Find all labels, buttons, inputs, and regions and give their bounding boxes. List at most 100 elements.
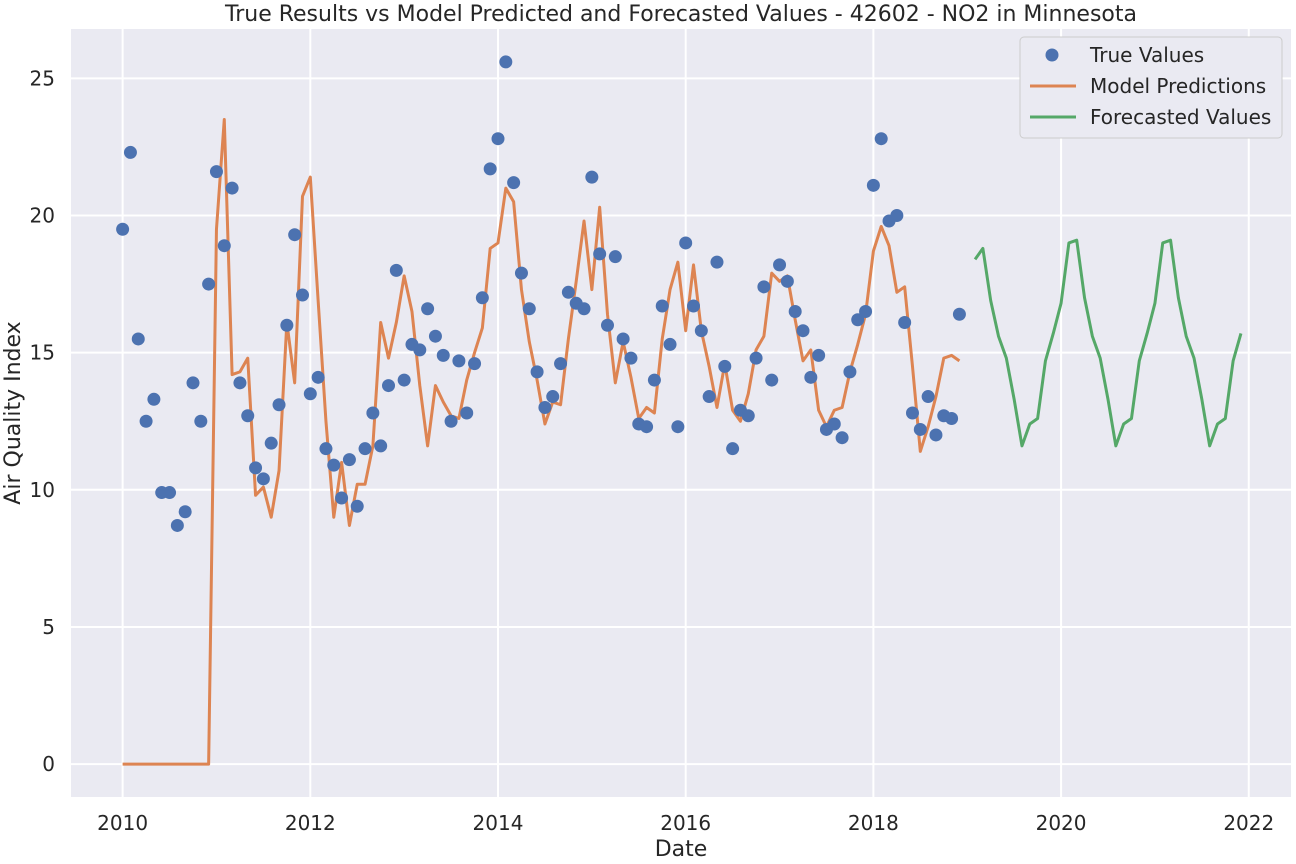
data-point bbox=[311, 370, 325, 384]
data-point bbox=[687, 299, 701, 313]
chart-title: True Results vs Model Predicted and Fore… bbox=[224, 2, 1137, 27]
data-point bbox=[773, 258, 787, 272]
data-point bbox=[366, 406, 380, 420]
data-point bbox=[209, 165, 223, 179]
data-point bbox=[241, 409, 255, 423]
legend-label-true-values: True Values bbox=[1089, 43, 1204, 67]
x-tick-label: 2020 bbox=[1036, 811, 1087, 835]
data-point bbox=[389, 263, 403, 277]
data-point bbox=[342, 453, 356, 467]
data-point bbox=[593, 247, 607, 261]
x-tick-label: 2016 bbox=[660, 811, 711, 835]
data-point bbox=[303, 387, 317, 401]
data-point bbox=[804, 370, 818, 384]
data-point bbox=[788, 305, 802, 319]
data-point bbox=[319, 442, 333, 456]
data-point bbox=[202, 277, 216, 291]
data-point bbox=[452, 354, 466, 368]
data-point bbox=[812, 348, 826, 362]
data-point bbox=[898, 315, 912, 329]
data-point bbox=[561, 285, 575, 299]
data-point bbox=[397, 373, 411, 387]
data-point bbox=[178, 505, 192, 519]
series-line-forecasted-values bbox=[973, 238, 1243, 448]
data-point bbox=[163, 486, 177, 500]
plot-background bbox=[71, 29, 1291, 797]
data-point bbox=[702, 390, 716, 404]
data-point bbox=[217, 239, 231, 253]
y-axis-label: Air Quality Index bbox=[1, 321, 26, 504]
data-point bbox=[538, 401, 552, 415]
data-point bbox=[295, 288, 309, 302]
data-point bbox=[765, 373, 779, 387]
data-point bbox=[139, 414, 153, 428]
data-point bbox=[436, 348, 450, 362]
y-tick-label: 10 bbox=[30, 478, 55, 502]
data-point bbox=[264, 436, 278, 450]
x-axis-label: Date bbox=[655, 837, 708, 862]
data-point bbox=[780, 274, 794, 288]
data-point bbox=[718, 359, 732, 373]
data-point bbox=[827, 417, 841, 431]
legend: True Values Model Predictions Forecasted… bbox=[1019, 36, 1283, 139]
data-point bbox=[616, 332, 630, 346]
data-point bbox=[116, 222, 130, 236]
data-point bbox=[327, 458, 341, 472]
data-point bbox=[952, 307, 966, 321]
data-point bbox=[491, 132, 505, 146]
legend-label-forecasted-values: Forecasted Values bbox=[1090, 105, 1271, 129]
data-point bbox=[374, 439, 388, 453]
series-line-model-predictions bbox=[122, 118, 961, 766]
data-point bbox=[460, 406, 474, 420]
data-point bbox=[350, 499, 364, 513]
data-point bbox=[921, 390, 935, 404]
y-tick-label: 15 bbox=[30, 341, 55, 365]
data-point bbox=[655, 299, 669, 313]
data-point bbox=[710, 255, 724, 269]
data-point bbox=[796, 324, 810, 338]
data-point bbox=[554, 357, 568, 371]
series-layer bbox=[116, 55, 1243, 766]
data-point bbox=[905, 406, 919, 420]
data-point bbox=[507, 176, 521, 190]
data-point bbox=[835, 431, 849, 445]
data-point bbox=[225, 181, 239, 195]
data-point bbox=[335, 491, 349, 505]
data-point bbox=[640, 420, 654, 434]
data-point bbox=[428, 329, 442, 343]
data-point bbox=[663, 337, 677, 351]
y-tick-label: 0 bbox=[42, 752, 55, 776]
data-point bbox=[600, 318, 614, 332]
data-point bbox=[741, 409, 755, 423]
data-point bbox=[499, 55, 513, 69]
legend-box bbox=[1019, 36, 1283, 139]
data-point bbox=[475, 291, 489, 305]
data-point bbox=[671, 420, 685, 434]
legend-label-model-predictions: Model Predictions bbox=[1090, 74, 1266, 98]
y-tick-label: 20 bbox=[30, 204, 55, 228]
data-point bbox=[757, 280, 771, 294]
data-point bbox=[123, 145, 137, 159]
data-point bbox=[726, 442, 740, 456]
legend-marker-true-values bbox=[1045, 48, 1059, 62]
data-point bbox=[249, 461, 263, 475]
data-point bbox=[170, 518, 184, 532]
data-point bbox=[483, 162, 497, 176]
data-point bbox=[851, 313, 865, 327]
data-point bbox=[358, 442, 372, 456]
data-point bbox=[624, 351, 638, 365]
data-point bbox=[749, 351, 763, 365]
data-point bbox=[913, 422, 927, 436]
data-point bbox=[694, 324, 708, 338]
data-point bbox=[444, 414, 458, 428]
series-points-true-values bbox=[116, 55, 966, 532]
data-point bbox=[866, 178, 880, 192]
data-point bbox=[186, 376, 200, 390]
data-point bbox=[679, 236, 693, 250]
data-point bbox=[413, 343, 427, 357]
x-tick-label: 2010 bbox=[97, 811, 148, 835]
data-point bbox=[514, 266, 528, 280]
data-point bbox=[233, 376, 247, 390]
data-point bbox=[546, 390, 560, 404]
